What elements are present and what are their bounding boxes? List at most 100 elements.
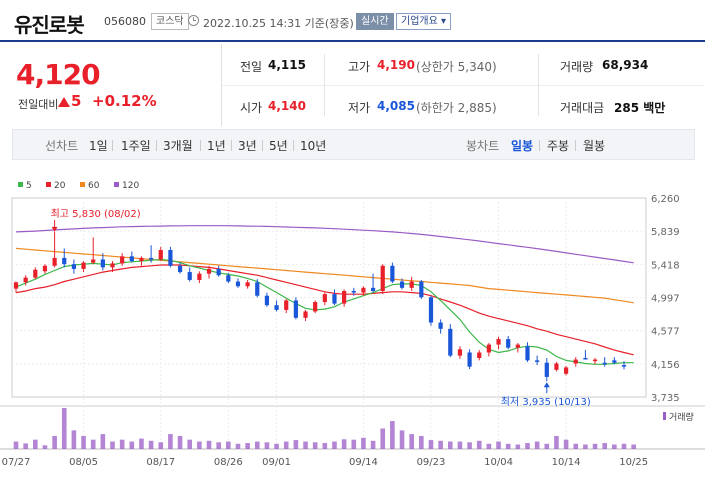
- tab-separator: [231, 140, 232, 151]
- candle-tab-monthly[interactable]: 월봉: [583, 139, 606, 153]
- candle-body: [13, 282, 19, 289]
- stat-label: 고가: [348, 60, 371, 74]
- x-tick-label: 08/26: [214, 457, 243, 468]
- candle-body: [177, 265, 183, 273]
- stat-label: 거래량: [560, 60, 594, 74]
- period-tab-1w[interactable]: 1주일: [121, 139, 151, 153]
- candle-body: [467, 352, 472, 367]
- candle-body: [506, 339, 511, 348]
- volume-bar: [438, 440, 443, 449]
- candle-body: [592, 359, 598, 362]
- x-tick-label: 09/01: [262, 457, 291, 468]
- volume-bar: [332, 441, 337, 449]
- volume-bar: [168, 434, 173, 449]
- volume-bar: [486, 443, 492, 449]
- candle-tab-weekly[interactable]: 주봉: [547, 139, 570, 153]
- change-value: 5: [71, 92, 82, 110]
- volume-bar: [563, 439, 569, 449]
- tab-separator: [575, 140, 576, 151]
- x-tick-label: 10/14: [552, 457, 581, 468]
- ma5-line: [15, 258, 634, 365]
- period-tab-1d[interactable]: 1일: [89, 139, 108, 153]
- volume-bar: [447, 441, 453, 449]
- candle-body: [496, 339, 501, 345]
- candle-body: [419, 281, 424, 298]
- candle-body: [284, 300, 289, 310]
- volume-bar: [592, 443, 598, 449]
- stat-value: 4,190: [377, 58, 415, 72]
- current-price: 4,120: [16, 58, 101, 91]
- x-tick-label: 09/23: [417, 457, 446, 468]
- volume-bar: [293, 440, 299, 449]
- market-badge: 코스닥: [151, 13, 189, 30]
- volume-bar: [206, 440, 212, 449]
- volume-bar: [621, 443, 627, 449]
- candle-body: [544, 362, 549, 377]
- volume-bar: [322, 443, 328, 449]
- legend-swatch: [114, 182, 119, 187]
- volume-bar: [361, 437, 366, 449]
- candle-body: [322, 294, 327, 303]
- period-tab-5y[interactable]: 5년: [269, 139, 288, 153]
- candle-body: [255, 282, 260, 296]
- volume-bar: [33, 439, 38, 449]
- candle-body: [457, 349, 463, 356]
- volume-bar: [216, 442, 221, 449]
- volume-bar: [129, 441, 135, 449]
- clock-icon: [188, 15, 199, 26]
- candle-body: [206, 268, 212, 274]
- volume-bar: [119, 439, 125, 449]
- tab-separator: [539, 140, 540, 151]
- stock-header: 유진로봇 056080 코스닥 2022.10.25 14:31 기준(장중) …: [0, 0, 705, 42]
- volume-bar: [544, 443, 550, 449]
- stat-low: 저가 4,085 (하한가 2,885): [324, 85, 538, 126]
- x-tick-label: 09/14: [349, 457, 378, 468]
- candle-body: [110, 263, 115, 268]
- price-chart[interactable]: 5 20 60 120 6,260 5,839 5,418 4,997 4,577 4,156 3,…: [0, 170, 705, 478]
- y-tick-label: 4,997: [651, 294, 680, 305]
- candle-body: [71, 264, 77, 269]
- volume-bar: [177, 435, 183, 449]
- candle-body: [332, 294, 337, 304]
- volume-bar: [467, 442, 472, 449]
- realtime-button[interactable]: 실시간: [356, 13, 394, 30]
- y-tick-label: 5,839: [651, 227, 680, 238]
- price-box: 4,120 전일대비 5 +0.12%: [0, 44, 222, 126]
- period-tab-3y[interactable]: 3년: [238, 139, 257, 153]
- volume-bar: [235, 443, 241, 449]
- candle-body: [583, 357, 588, 360]
- candle-body: [573, 359, 578, 364]
- volume-bar: [197, 441, 202, 449]
- candle-tab-daily[interactable]: 일봉: [511, 139, 534, 153]
- candle-body: [293, 300, 298, 318]
- stats-divider: [222, 85, 705, 86]
- candle-body: [139, 257, 144, 262]
- candle-body: [245, 282, 250, 287]
- candle-body: [264, 295, 270, 306]
- candle-body: [149, 257, 154, 260]
- stat-label: 시가: [240, 101, 263, 115]
- candle-body: [409, 281, 414, 288]
- legend-label: 120: [122, 181, 139, 191]
- candle-body: [313, 302, 318, 312]
- ma60-line: [15, 247, 634, 304]
- stat-prev-close: 전일 4,115: [222, 44, 324, 85]
- volume-bar: [399, 430, 405, 449]
- period-tab-10y[interactable]: 10년: [300, 139, 327, 153]
- company-overview-button[interactable]: 기업개요 ▾: [396, 13, 451, 30]
- chart-toolbar: 선차트 1일 1주일 3개월 1년 3년 5년 10년 봉차트 일봉 주봉 월봉: [12, 129, 695, 160]
- candle-body: [563, 367, 569, 374]
- stat-volume: 거래량 68,934: [538, 44, 705, 85]
- volume-bar: [573, 443, 579, 449]
- volume-bar: [525, 443, 530, 449]
- x-tick-label: 08/05: [69, 457, 98, 468]
- period-tab-3m[interactable]: 3개월: [163, 139, 193, 153]
- volume-bar: [245, 443, 250, 449]
- period-tab-1y[interactable]: 1년: [207, 139, 226, 153]
- candle-body: [621, 365, 627, 367]
- tab-separator: [156, 140, 157, 151]
- candlestick-chart[interactable]: 5 20 60 120 6,260 5,839 5,418 4,997 4,577 4,156 3,…: [0, 170, 705, 478]
- y-tick-label: 4,156: [651, 360, 680, 371]
- candle-body: [370, 287, 376, 291]
- volume-bar: [139, 438, 144, 449]
